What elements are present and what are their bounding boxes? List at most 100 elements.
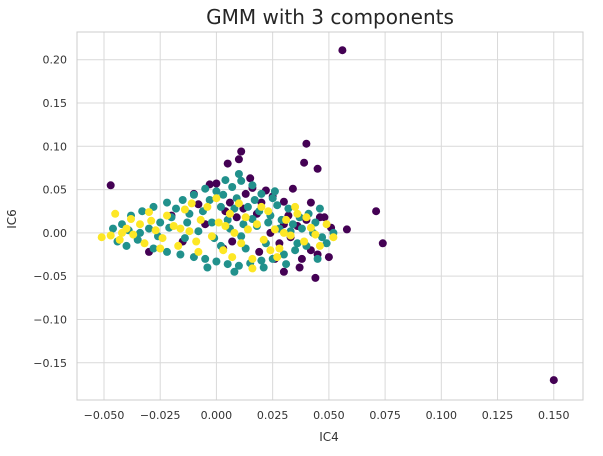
data-point-cluster-1 xyxy=(203,263,212,272)
data-point-cluster-0 xyxy=(372,207,381,216)
data-point-cluster-1 xyxy=(288,220,297,229)
data-point-cluster-1 xyxy=(156,218,165,227)
data-point-cluster-2 xyxy=(302,213,311,222)
data-point-cluster-2 xyxy=(230,228,239,237)
data-point-cluster-0 xyxy=(324,253,333,262)
data-point-cluster-1 xyxy=(270,187,279,196)
data-point-cluster-1 xyxy=(189,253,198,262)
data-point-cluster-2 xyxy=(212,194,221,203)
data-point-cluster-1 xyxy=(293,239,302,248)
data-point-cluster-1 xyxy=(212,257,221,266)
data-point-cluster-2 xyxy=(214,218,223,227)
data-point-cluster-2 xyxy=(136,220,144,229)
data-point-cluster-1 xyxy=(201,184,210,193)
x-tick-label: 0.150 xyxy=(538,409,570,422)
data-point-cluster-2 xyxy=(219,246,228,255)
data-point-cluster-2 xyxy=(176,224,185,233)
y-tick-label: 0.05 xyxy=(43,184,68,197)
data-point-cluster-0 xyxy=(234,155,243,164)
x-tick-labels: −0.050 −0.025 0.000 0.025 0.050 0.075 0.100 0.1… xyxy=(84,409,570,422)
x-tick-label: −0.050 xyxy=(84,409,125,422)
grid-lines xyxy=(77,32,583,400)
data-point-cluster-2 xyxy=(234,199,243,208)
data-point-cluster-1 xyxy=(264,218,273,227)
data-point-cluster-2 xyxy=(252,220,261,229)
data-point-cluster-0 xyxy=(279,197,288,206)
data-point-cluster-1 xyxy=(205,196,214,204)
data-point-cluster-2 xyxy=(228,253,237,262)
data-point-cluster-2 xyxy=(106,231,115,240)
data-point-cluster-1 xyxy=(234,170,243,178)
x-tick-label: 0.075 xyxy=(369,409,401,422)
data-point-cluster-2 xyxy=(174,241,183,250)
data-point-cluster-2 xyxy=(306,223,315,232)
plot-area xyxy=(76,31,584,401)
data-point-cluster-1 xyxy=(223,260,232,269)
data-point-cluster-1 xyxy=(136,228,144,237)
y-axis-label: IC6 xyxy=(5,209,19,229)
data-point-cluster-0 xyxy=(241,189,250,198)
y-tick-label: 0.20 xyxy=(43,54,68,67)
data-point-cluster-2 xyxy=(158,234,167,243)
data-point-cluster-1 xyxy=(248,181,257,190)
data-point-cluster-2 xyxy=(286,231,295,240)
data-point-cluster-0 xyxy=(194,200,203,209)
data-point-cluster-1 xyxy=(243,202,252,211)
y-tick-label: 0.10 xyxy=(43,140,68,153)
data-point-cluster-2 xyxy=(248,264,257,273)
data-point-cluster-2 xyxy=(293,209,302,218)
data-point-cluster-1 xyxy=(149,244,158,253)
data-point-cluster-2 xyxy=(257,202,266,211)
data-point-cluster-2 xyxy=(225,209,234,218)
data-point-cluster-1 xyxy=(250,196,259,204)
data-point-cluster-2 xyxy=(243,225,252,234)
data-point-cluster-0 xyxy=(223,159,232,168)
data-point-cluster-1 xyxy=(291,246,300,255)
data-point-cluster-2 xyxy=(97,233,106,242)
data-point-cluster-1 xyxy=(221,176,230,185)
data-point-cluster-1 xyxy=(282,260,291,269)
data-point-cluster-1 xyxy=(237,176,246,185)
data-point-cluster-1 xyxy=(194,227,203,236)
data-point-cluster-2 xyxy=(187,199,196,208)
data-point-cluster-0 xyxy=(106,181,115,190)
data-point-cluster-1 xyxy=(163,198,171,207)
data-point-cluster-0 xyxy=(228,237,237,246)
data-point-cluster-1 xyxy=(219,190,228,199)
data-point-cluster-0 xyxy=(225,198,234,207)
data-point-cluster-1 xyxy=(172,204,180,213)
data-point-cluster-1 xyxy=(189,190,198,199)
data-point-cluster-1 xyxy=(149,202,158,211)
data-point-cluster-2 xyxy=(248,254,257,263)
data-point-cluster-0 xyxy=(311,273,320,282)
x-axis-label: IC4 xyxy=(319,430,339,444)
data-point-cluster-2 xyxy=(111,209,120,218)
data-point-cluster-1 xyxy=(230,267,239,276)
data-point-cluster-0 xyxy=(212,179,221,188)
x-tick-label: 0.050 xyxy=(313,409,345,422)
data-point-cluster-0 xyxy=(320,213,329,222)
data-point-cluster-0 xyxy=(237,147,246,156)
data-point-cluster-2 xyxy=(291,202,300,211)
data-point-cluster-1 xyxy=(241,244,250,253)
x-tick-label: 0.125 xyxy=(482,409,514,422)
data-point-cluster-2 xyxy=(259,235,268,244)
data-point-cluster-2 xyxy=(129,230,138,239)
data-point-cluster-0 xyxy=(313,164,322,173)
data-point-cluster-1 xyxy=(248,215,257,223)
data-point-cluster-2 xyxy=(266,246,275,255)
data-point-cluster-1 xyxy=(257,256,266,265)
data-points xyxy=(97,46,558,385)
data-point-cluster-1 xyxy=(201,254,210,263)
data-point-cluster-1 xyxy=(122,241,131,250)
data-point-cluster-1 xyxy=(223,215,232,224)
data-point-cluster-2 xyxy=(156,244,165,253)
data-point-cluster-2 xyxy=(147,216,156,225)
data-point-cluster-2 xyxy=(169,222,178,230)
data-point-cluster-1 xyxy=(279,250,288,259)
data-point-cluster-0 xyxy=(378,239,387,248)
data-point-cluster-0 xyxy=(549,376,558,385)
data-point-cluster-2 xyxy=(203,202,212,211)
data-point-cluster-1 xyxy=(180,234,189,243)
